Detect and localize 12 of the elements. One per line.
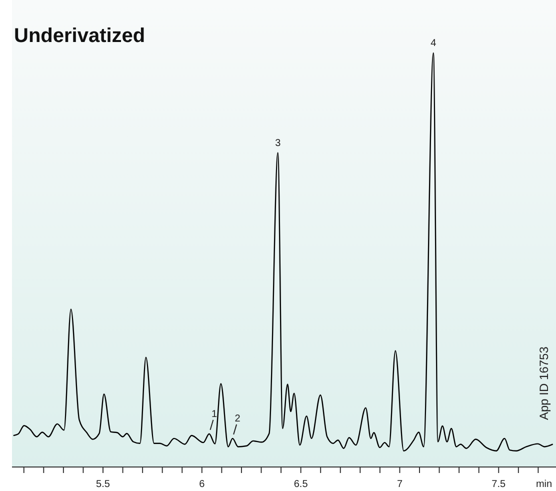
x-axis-title: min — [536, 479, 552, 490]
annotation: App ID 16753 — [537, 346, 551, 420]
annotation: 3 — [275, 138, 282, 149]
x-tick-label: 6 — [199, 479, 206, 490]
annotation: 2 — [234, 413, 241, 424]
x-tick-label: 5.5 — [96, 479, 110, 490]
x-tick-label: 7.5 — [492, 479, 506, 490]
annotation: 4 — [430, 38, 437, 49]
x-tick-label: 7 — [396, 479, 403, 490]
x-tick-label: 6.5 — [294, 479, 308, 490]
chart-title: Underivatized — [14, 25, 146, 47]
annotation: 1 — [211, 408, 218, 420]
